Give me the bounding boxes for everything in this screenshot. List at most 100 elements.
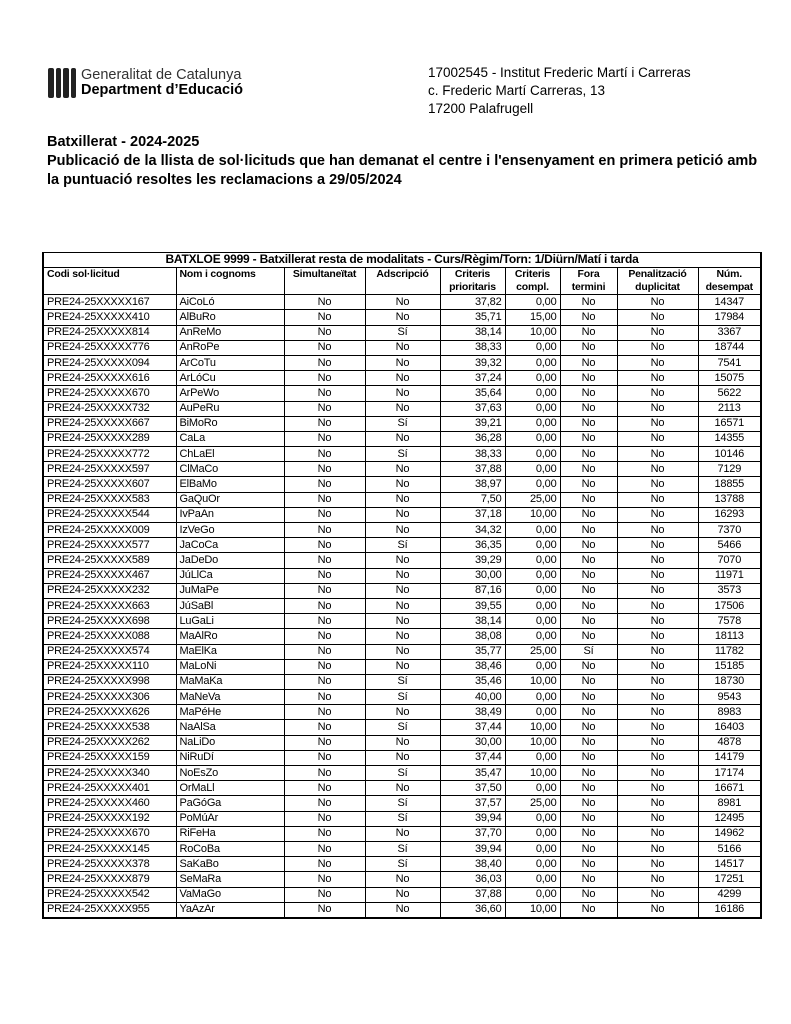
cell-duplicate-penalty: No — [616, 734, 699, 751]
cell-simultaneity: No — [283, 521, 366, 539]
cell-duplicate-penalty: No — [616, 430, 699, 448]
cell-adscription: Sí — [364, 840, 441, 858]
cell-complementary-criteria: 0,00 — [504, 825, 561, 842]
cell-simultaneity: No — [283, 719, 366, 736]
cell-simultaneity: No — [283, 491, 366, 508]
cell-complementary-criteria: 0,00 — [504, 430, 561, 448]
column-header-simultaneity: Simultaneïtat — [283, 267, 366, 296]
cell-priority-criteria: 37,50 — [439, 780, 506, 797]
cell-tiebreak-number: 15185 — [697, 658, 763, 675]
cell-late: No — [559, 430, 618, 448]
cell-complementary-criteria: 0,00 — [504, 400, 561, 417]
cell-adscription: No — [364, 643, 441, 660]
cell-code: PRE24-25XXXXX589 — [42, 552, 177, 569]
cell-complementary-criteria: 0,00 — [504, 537, 561, 554]
cell-complementary-criteria: 15,00 — [504, 309, 561, 326]
cell-priority-criteria: 38,08 — [439, 628, 506, 645]
cell-priority-criteria: 40,00 — [439, 689, 506, 706]
cell-code: PRE24-25XXXXX340 — [42, 764, 177, 782]
cell-code: PRE24-25XXXXX378 — [42, 856, 177, 873]
cell-priority-criteria: 37,44 — [439, 749, 506, 767]
cell-adscription: No — [364, 476, 441, 493]
cell-simultaneity: No — [283, 370, 366, 387]
cell-name: ClMaCo — [175, 461, 285, 478]
cell-adscription: No — [364, 400, 441, 417]
cell-simultaneity: No — [283, 734, 366, 751]
column-header-code: Codi sol·licitud — [42, 267, 177, 296]
cell-code: PRE24-25XXXXX410 — [42, 309, 177, 326]
cell-tiebreak-number: 10146 — [697, 446, 763, 463]
cell-code: PRE24-25XXXXX542 — [42, 886, 177, 903]
document-title: Batxillerat - 2024-2025 Publicació de la… — [47, 133, 767, 190]
cell-late: No — [559, 795, 618, 812]
cell-tiebreak-number: 5466 — [697, 537, 763, 554]
cell-tiebreak-number: 18113 — [697, 628, 763, 645]
school-city: 17200 Palafrugell — [428, 101, 534, 116]
cell-late: No — [559, 628, 618, 645]
cell-priority-criteria: 38,40 — [439, 856, 506, 873]
cell-code: PRE24-25XXXXX538 — [42, 719, 177, 736]
cell-complementary-criteria: 10,00 — [504, 324, 561, 341]
cell-name: YaAzAr — [175, 901, 285, 919]
cell-adscription: No — [364, 567, 441, 584]
cell-tiebreak-number: 14347 — [697, 294, 763, 311]
cell-adscription: No — [364, 506, 441, 524]
cell-late: No — [559, 461, 618, 478]
table-row: PRE24-25XXXXX607 ElBaMo No No 38,97 0,00 No No 1… — [42, 476, 763, 493]
cell-code: PRE24-25XXXXX289 — [42, 430, 177, 448]
cell-tiebreak-number: 14179 — [697, 749, 763, 767]
cell-duplicate-penalty: No — [616, 628, 699, 645]
cell-late: No — [559, 810, 618, 827]
cell-adscription: No — [364, 582, 441, 599]
table-row: PRE24-25XXXXX110 MaLoNi No No 38,46 0,00 No No 1… — [42, 658, 763, 675]
cell-complementary-criteria: 0,00 — [504, 339, 561, 356]
cell-tiebreak-number: 7541 — [697, 354, 763, 372]
cell-duplicate-penalty: No — [616, 294, 699, 311]
cell-tiebreak-number: 16571 — [697, 415, 763, 432]
cell-tiebreak-number: 3573 — [697, 582, 763, 599]
cell-name: CaLa — [175, 430, 285, 448]
cell-tiebreak-number: 8981 — [697, 795, 763, 812]
cell-priority-criteria: 35,77 — [439, 643, 506, 660]
cell-name: ArLóCu — [175, 370, 285, 387]
cell-late: No — [559, 446, 618, 463]
cell-duplicate-penalty: No — [616, 704, 699, 721]
cell-priority-criteria: 38,33 — [439, 339, 506, 356]
cell-name: VaMaGo — [175, 886, 285, 903]
cell-simultaneity: No — [283, 886, 366, 903]
cell-name: JuMaPe — [175, 582, 285, 599]
cell-tiebreak-number: 4299 — [697, 886, 763, 903]
cell-simultaneity: No — [283, 810, 366, 827]
cell-late: No — [559, 582, 618, 599]
cell-name: NiRuDí — [175, 749, 285, 767]
cell-priority-criteria: 36,03 — [439, 871, 506, 888]
cell-code: PRE24-25XXXXX670 — [42, 385, 177, 402]
cell-adscription: No — [364, 886, 441, 903]
table-row: PRE24-25XXXXX159 NiRuDí No No 37,44 0,00 No No 1… — [42, 749, 763, 767]
cell-simultaneity: No — [283, 339, 366, 356]
cell-priority-criteria: 39,94 — [439, 810, 506, 827]
cell-name: PaGóGa — [175, 795, 285, 812]
cell-code: PRE24-25XXXXX776 — [42, 339, 177, 356]
cell-duplicate-penalty: No — [616, 856, 699, 873]
table-row: PRE24-25XXXXX597 ClMaCo No No 37,88 0,00 No No 7… — [42, 461, 763, 478]
cell-complementary-criteria: 0,00 — [504, 689, 561, 706]
cell-tiebreak-number: 18744 — [697, 339, 763, 356]
cell-complementary-criteria: 10,00 — [504, 734, 561, 751]
cell-priority-criteria: 30,00 — [439, 734, 506, 751]
cell-complementary-criteria: 0,00 — [504, 704, 561, 721]
table-row: PRE24-25XXXXX410 AlBuRo No No 35,71 15,00 No No… — [42, 309, 763, 326]
cell-name: AuPeRu — [175, 400, 285, 417]
cell-duplicate-penalty: No — [616, 780, 699, 797]
cell-simultaneity: No — [283, 567, 366, 584]
cell-simultaneity: No — [283, 446, 366, 463]
cell-late: No — [559, 370, 618, 387]
cell-late: No — [559, 764, 618, 782]
cell-complementary-criteria: 10,00 — [504, 764, 561, 782]
table-row: PRE24-25XXXXX670 ArPeWo No No 35,64 0,00 No No 5… — [42, 385, 763, 402]
cell-complementary-criteria: 0,00 — [504, 582, 561, 599]
cell-code: PRE24-25XXXXX955 — [42, 901, 177, 919]
cell-late: No — [559, 704, 618, 721]
cell-tiebreak-number: 11971 — [697, 567, 763, 584]
